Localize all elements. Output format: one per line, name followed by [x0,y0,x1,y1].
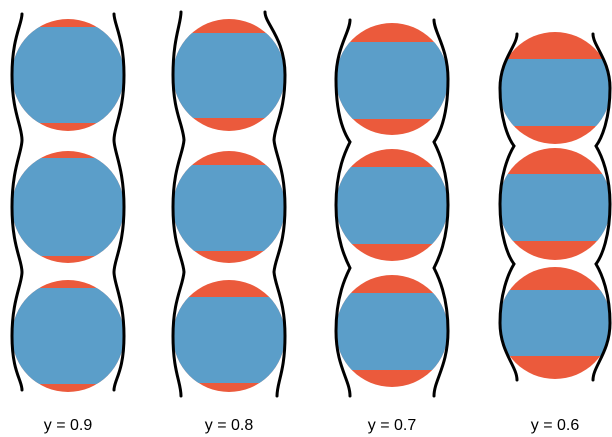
panel-1-left-outline [10,12,24,392]
panel-2-cell-3-blue-band [173,297,285,383]
panel-2-cell-3 [173,280,285,392]
panel-1-cell-1-blue-band [12,27,124,123]
panel-4-cell-3-blue-band [499,290,611,356]
panel-3-cell-3-blue-band [336,293,448,370]
panel-1-cell-1 [12,19,124,131]
panel-3-label: y = 0.7 [368,417,417,434]
panel-2-left-outline [171,10,186,398]
panel-1-cell-2 [12,151,124,263]
panel-4-cell-2-blue-band [499,174,611,241]
panel-1-cell-3-blue-band [12,288,124,384]
panel-1-right-outline [112,12,126,392]
panel-3-cell-2-blue-band [336,167,448,244]
panel-2-cell-2-blue-band [173,165,285,251]
panel-2-cell-2 [173,151,285,263]
panel-4-cell-1-blue-band [499,59,611,126]
panel-1-label: y = 0.9 [44,417,93,434]
panel-1-cell-2-blue-band [12,158,124,256]
panel-2-cell-1-blue-band [173,33,285,118]
panel-4-left-outline [498,32,519,382]
panel-3-right-outline [432,18,450,398]
panel-3-cell-3 [336,275,448,387]
panel-2-cell-1 [173,19,285,131]
panel-1-cell-3 [12,280,124,392]
panel-4-cell-1 [499,32,611,144]
panel-1: y = 0.9 [10,12,126,434]
panel-3-cell-1-blue-band [336,42,448,119]
panel-4-cell-2 [499,148,611,260]
panel-3: y = 0.7 [334,18,450,434]
panel-4-label: y = 0.6 [531,417,580,434]
panel-2: y = 0.8 [171,10,287,434]
panel-4: y = 0.6 [498,32,612,434]
panel-3-left-outline [334,18,352,398]
panel-2-right-outline [263,10,287,398]
panel-2-label: y = 0.8 [205,417,254,434]
panel-3-cell-1 [336,23,448,135]
panel-4-right-outline [591,32,612,382]
panel-4-cell-3 [499,267,611,379]
panel-3-cell-2 [336,149,448,261]
